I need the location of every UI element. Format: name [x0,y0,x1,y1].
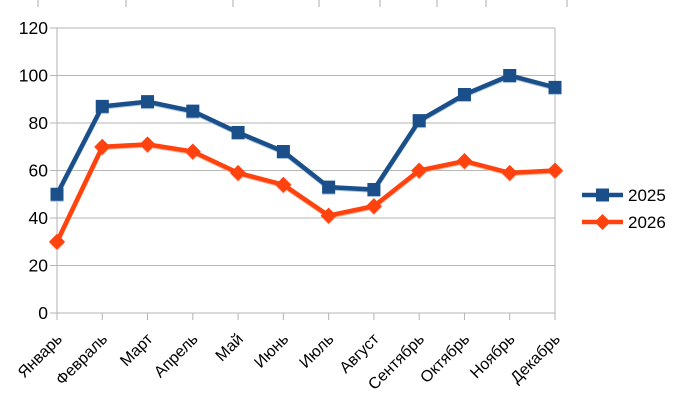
data-point-2026-Февраль [94,138,111,155]
data-point-2025-Апрель [186,104,200,118]
data-point-2026-Октябрь [456,153,473,169]
y-axis-tick-label: 40 [29,208,49,228]
data-point-2025-Июнь [276,145,290,158]
data-point-2025-Май [231,126,245,139]
data-point-2025-Март [141,95,155,109]
data-point-2026-Март [139,136,156,153]
x-axis-month-label: Март [117,330,157,370]
data-point-2026-Январь [49,233,65,250]
data-point-2025-Январь [50,187,64,201]
y-axis-tick-label: 0 [38,303,48,323]
data-point-2026-Декабрь [547,162,563,179]
legend-label-2026[interactable]: 2026 [628,213,666,232]
series-line-2026 [54,142,556,243]
data-point-2026-Май [230,164,247,181]
data-point-2026-Ноябрь [501,164,518,181]
series-group-2026 [49,136,563,250]
x-axis-month-label: Июль [297,331,338,372]
data-point-2025-Декабрь [548,80,562,94]
data-point-2025-Август [367,183,381,196]
y-axis-tick-label: 20 [29,256,49,276]
data-point-2026-Апрель [184,143,201,160]
legend-marker-2025 [596,188,609,202]
legend-marker-2026 [594,214,611,230]
x-axis-month-label: Май [213,331,247,365]
data-point-2025-Ноябрь [503,69,517,82]
y-axis-tick-label: 80 [29,113,49,133]
x-axis-month-label: Апрель [151,331,201,381]
series-group-2025 [50,69,562,201]
legend-label-2025[interactable]: 2025 [628,186,666,205]
data-point-2025-Октябрь [457,88,471,101]
y-axis-tick-label: 120 [19,18,48,38]
y-axis-tick-label: 60 [29,161,49,181]
data-point-2025-Сентябрь [412,114,426,128]
x-axis-month-label: Июнь [251,331,292,372]
data-point-2026-Июнь [275,176,292,193]
data-point-2026-Сентябрь [411,162,428,179]
data-point-2026-Июль [320,207,337,224]
x-axis-month-label: Октябрь [417,331,473,387]
data-point-2025-Июль [322,180,336,194]
x-axis-month-label: Декабрь [508,331,564,387]
series-line-2025 [54,73,556,196]
data-point-2026-Август [365,198,382,215]
data-point-2025-Февраль [95,99,109,113]
y-axis-tick-label: 100 [19,66,48,86]
